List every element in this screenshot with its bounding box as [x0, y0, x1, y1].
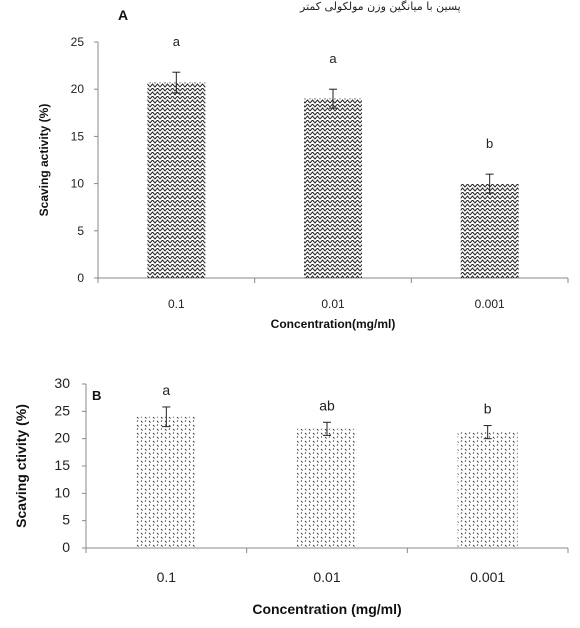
- chart-panel-b: 0 5 10 15 20 25 30 a 0.1 ab 0.01 b 0.001 B Concentrati…: [13, 375, 569, 617]
- significance-letter: a: [162, 382, 170, 398]
- y-tick-label: 15: [71, 129, 85, 143]
- bar: [457, 432, 518, 548]
- y-tick-label: 25: [71, 35, 85, 49]
- y-axis-title: Scaving activity (%): [37, 104, 51, 217]
- bar: [460, 183, 519, 278]
- bar: [304, 98, 362, 278]
- y-tick-label: 20: [54, 430, 70, 446]
- y-tick-label: 30: [54, 375, 70, 391]
- y-tick-label: 10: [54, 484, 70, 500]
- header-text: پسین با میانگین وزن مولکولی کمتر: [300, 0, 461, 13]
- bar: [297, 428, 357, 548]
- x-tick-label: 0.1: [157, 569, 177, 585]
- x-tick-label: 0.001: [475, 297, 505, 311]
- y-tick-label: 5: [62, 512, 70, 528]
- x-axis-title: Concentration (mg/ml): [252, 601, 401, 617]
- y-tick-label: 20: [71, 82, 85, 96]
- significance-letter: a: [173, 34, 181, 49]
- y-tick-label: 0: [62, 539, 70, 555]
- significance-letter: ab: [319, 397, 335, 413]
- x-tick-label: 0.001: [470, 569, 505, 585]
- y-tick-label: 0: [77, 271, 84, 285]
- bar: [147, 82, 206, 278]
- significance-letter: a: [329, 51, 337, 66]
- y-tick-label: 15: [54, 457, 70, 473]
- x-tick-label: 0.01: [313, 569, 340, 585]
- y-tick-label: 5: [77, 224, 84, 238]
- x-tick-label: 0.01: [321, 297, 345, 311]
- x-axis-title: Concentration(mg/ml): [271, 317, 396, 331]
- y-tick-label: 10: [71, 177, 85, 191]
- panel-label: B: [92, 388, 101, 403]
- y-axis-title: Scaving ctivity (%): [13, 404, 29, 528]
- panel-label: A: [118, 7, 128, 23]
- y-tick-label: 25: [54, 402, 70, 418]
- chart-panel-a: 0 5 10 15 20 25 a 0.1 a 0.01 b 0.001 A Concentration(…: [37, 7, 569, 331]
- bar: [136, 416, 197, 548]
- x-tick-label: 0.1: [168, 297, 185, 311]
- significance-letter: b: [484, 401, 492, 417]
- significance-letter: b: [486, 136, 493, 151]
